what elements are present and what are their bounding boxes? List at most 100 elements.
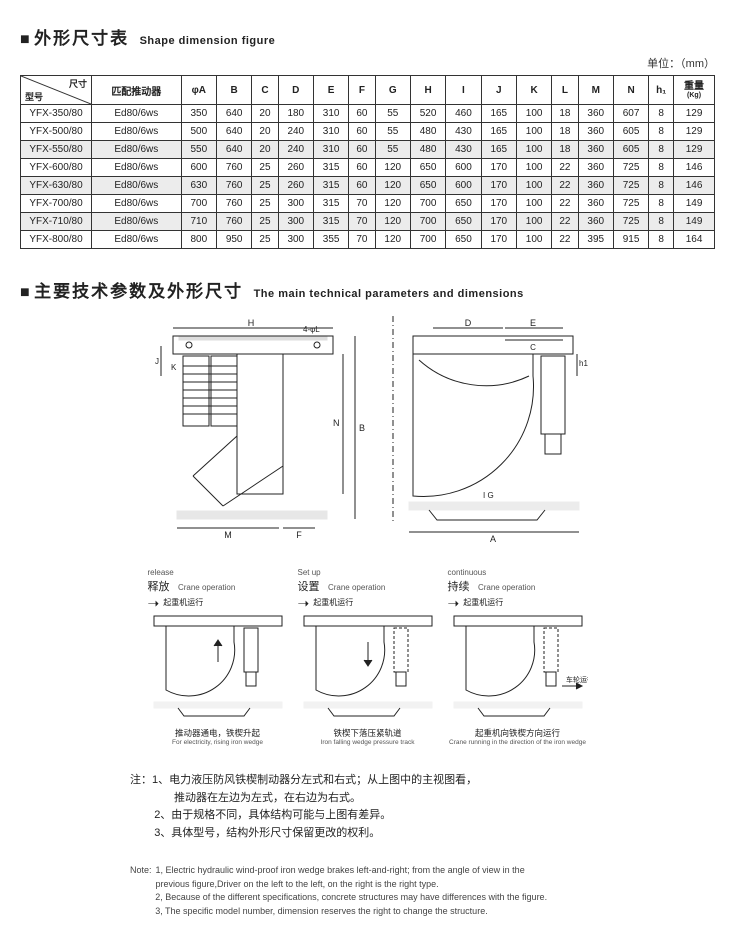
cell: 8 [649, 141, 674, 159]
cell: 55 [375, 123, 410, 141]
state-crane-cn: 起重机运行 [313, 597, 353, 608]
notes-en-item: 1, Electric hydraulic wind-proof iron we… [156, 864, 525, 891]
state-panel: continuous 持续 Crane operation ➝ 起重机运行 车轮… [448, 568, 588, 746]
cell: 640 [216, 123, 251, 141]
cell: 360 [578, 177, 613, 195]
cell: 700 [410, 195, 445, 213]
cell: 605 [613, 123, 648, 141]
state-crane-cn: 起重机运行 [163, 597, 203, 608]
notes-en: Note: 1, Electric hydraulic wind-proof i… [130, 864, 715, 918]
cell: 60 [349, 123, 375, 141]
cell: 70 [349, 231, 375, 249]
cell: 260 [278, 159, 313, 177]
cell: 700 [410, 213, 445, 231]
svg-text:J: J [155, 357, 159, 366]
table-row: YFX-600/80Ed80/6ws6007602526031560120650… [21, 159, 715, 177]
cell: 550 [181, 141, 216, 159]
col-K: K [516, 76, 551, 105]
cell: 430 [446, 123, 481, 141]
notes-cn-item: 2、由于规格不同，具体结构可能与上图有差异。 [154, 807, 715, 825]
cell: Ed80/6ws [92, 231, 182, 249]
main-diagram: H J K 4-φL M F N B D E [20, 316, 715, 546]
cell: 725 [613, 177, 648, 195]
cell: 120 [375, 231, 410, 249]
arrow-row: ➝ 起重机运行 [448, 597, 588, 608]
cell: 25 [252, 159, 278, 177]
col-M: M [578, 76, 613, 105]
unit-label: 单位：（mm） [20, 55, 715, 71]
cell: 165 [481, 123, 516, 141]
state-label-cn: 设置 [298, 581, 320, 593]
cell: 18 [552, 123, 578, 141]
cell: 70 [349, 195, 375, 213]
cell: 260 [278, 177, 313, 195]
cell: 395 [578, 231, 613, 249]
col-h1: h₁ [649, 76, 674, 105]
table-row: YFX-550/80Ed80/6ws5506402024031060554804… [21, 141, 715, 159]
cell-model: YFX-800/80 [21, 231, 92, 249]
cell: 100 [516, 177, 551, 195]
cell: 100 [516, 231, 551, 249]
cell: 100 [516, 123, 551, 141]
cell: 25 [252, 195, 278, 213]
table-row: YFX-500/80Ed80/6ws5006402024031060554804… [21, 123, 715, 141]
state-caption-cn: 起重机向铁楔方向运行 [448, 727, 588, 739]
section2-title-cn: 主要技术参数及外形尺寸 [34, 282, 243, 301]
square-icon: ■ [20, 31, 30, 48]
corner-top: 尺寸 [69, 77, 87, 90]
cell: 129 [674, 141, 715, 159]
svg-text:E: E [529, 318, 535, 328]
cell: 8 [649, 213, 674, 231]
col-E: E [313, 76, 348, 105]
cell: 950 [216, 231, 251, 249]
col-B: B [216, 76, 251, 105]
state-label-en: continuous [448, 568, 588, 577]
cell: 600 [446, 177, 481, 195]
cell: 310 [313, 123, 348, 141]
cell-model: YFX-550/80 [21, 141, 92, 159]
col-I: I [446, 76, 481, 105]
cell: 725 [613, 159, 648, 177]
cell: 18 [552, 105, 578, 123]
cell-model: YFX-630/80 [21, 177, 92, 195]
svg-text:N: N [333, 418, 340, 428]
cell-model: YFX-710/80 [21, 213, 92, 231]
notes-cn-item: 1、电力液压防风铁楔制动器分左式和右式；从上图中的主视图看， 推动器在左边为左式… [152, 772, 477, 807]
cell: 100 [516, 195, 551, 213]
section2-title: ■ 主要技术参数及外形尺寸 The main technical paramet… [20, 277, 715, 302]
cell: 650 [446, 213, 481, 231]
col-weight: 重量 (Kg) [674, 76, 715, 105]
notes-cn-label: 注： [130, 772, 152, 807]
technical-drawing: H J K 4-φL M F N B D E [133, 316, 603, 546]
cell: 8 [649, 159, 674, 177]
col-phiA: φA [181, 76, 216, 105]
state-crane-cn: 起重机运行 [463, 597, 503, 608]
cell: 300 [278, 231, 313, 249]
state-label-cn: 持续 [448, 581, 470, 593]
cell: 20 [252, 141, 278, 159]
cell: 355 [313, 231, 348, 249]
arrow-icon: ➝ [148, 599, 160, 607]
cell: 605 [613, 141, 648, 159]
cell: Ed80/6ws [92, 177, 182, 195]
svg-text:D: D [464, 318, 471, 328]
cell: 164 [674, 231, 715, 249]
col-driver: 匹配推动器 [92, 76, 182, 105]
svg-text:K: K [171, 363, 177, 372]
state-label-en: Set up [298, 568, 438, 577]
col-J: J [481, 76, 516, 105]
table-row: YFX-710/80Ed80/6ws7107602530031570120700… [21, 213, 715, 231]
cell: 55 [375, 141, 410, 159]
cell: 20 [252, 105, 278, 123]
cell-model: YFX-350/80 [21, 105, 92, 123]
cell: 146 [674, 159, 715, 177]
cell: 315 [313, 195, 348, 213]
cell: 22 [552, 177, 578, 195]
cell: 22 [552, 159, 578, 177]
cell: 22 [552, 213, 578, 231]
cell: 8 [649, 177, 674, 195]
cell: 640 [216, 141, 251, 159]
cell: 8 [649, 105, 674, 123]
col-C: C [252, 76, 278, 105]
cell: 149 [674, 195, 715, 213]
